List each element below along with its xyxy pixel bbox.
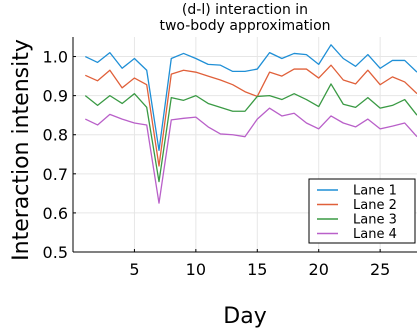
y-tick-label: 0.9 <box>43 87 68 106</box>
series-line-lane-3 <box>84 83 417 183</box>
y-tick-label: 1.0 <box>43 48 68 67</box>
y-tick-label: 0.6 <box>43 204 68 223</box>
series-line-lane-2 <box>85 64 417 167</box>
legend-label-lane-3: Lane 3 <box>353 213 397 228</box>
x-tick-label: 10 <box>186 260 206 279</box>
legend-label-lane-2: Lane 2 <box>353 198 397 213</box>
legend-label-lane-4: Lane 4 <box>353 227 397 242</box>
x-axis-label: Day <box>223 304 266 329</box>
x-tick-label: 25 <box>370 260 390 279</box>
y-axis-label: Interaction intensity <box>9 39 34 261</box>
x-tick-label: 5 <box>129 260 139 279</box>
series-line-lane-4 <box>85 107 417 204</box>
y-tick-label: 0.8 <box>43 126 68 145</box>
y-tick-label: 0.7 <box>43 165 68 184</box>
series-line-lane-1 <box>85 44 417 152</box>
ticks-layer: 5 10 15 20 25 0.5 0.6 0.7 0.8 0.9 1.0 <box>43 48 391 279</box>
axes-layer <box>72 37 417 253</box>
chart-title-line-2: two-body approximation <box>159 18 330 34</box>
legend-label-lane-1: Lane 1 <box>353 184 397 199</box>
series-layer <box>84 44 417 204</box>
x-tick-label: 20 <box>309 260 329 279</box>
y-tick-label: 0.5 <box>43 243 68 262</box>
chart-title-line-1: (d-l) interaction in <box>182 2 308 18</box>
x-tick-label: 15 <box>247 260 267 279</box>
